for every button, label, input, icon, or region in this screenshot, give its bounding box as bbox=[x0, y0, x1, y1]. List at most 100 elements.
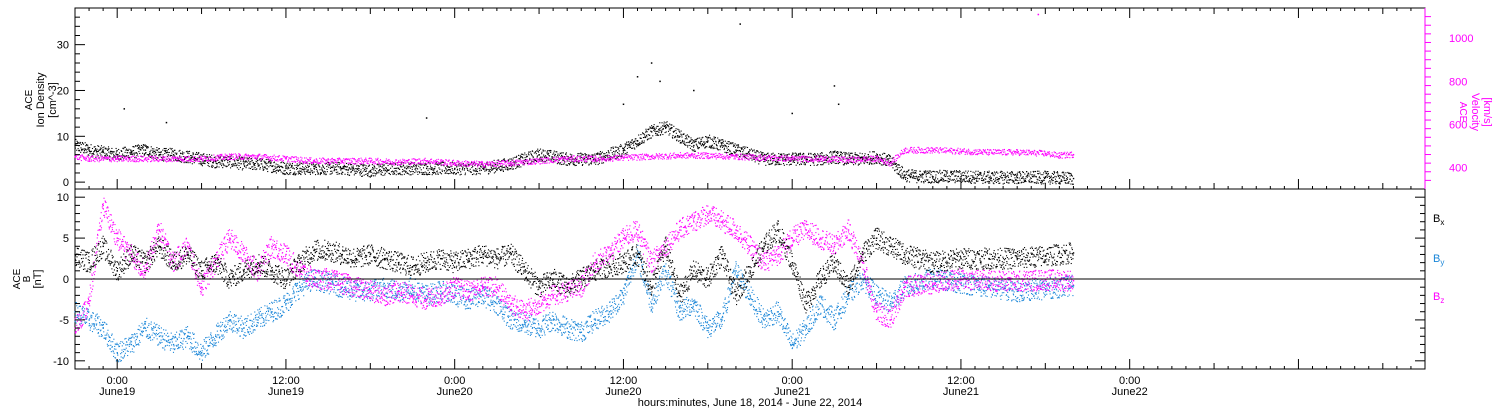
velocity-point bbox=[361, 159, 363, 161]
velocity-point bbox=[183, 159, 185, 162]
density-point bbox=[425, 164, 427, 166]
density-point bbox=[85, 149, 87, 151]
velocity-point bbox=[408, 159, 410, 161]
velocity-point bbox=[108, 157, 110, 159]
density-point bbox=[617, 148, 619, 150]
velocity-point bbox=[368, 163, 370, 165]
density-point bbox=[911, 172, 913, 174]
density-point bbox=[171, 147, 173, 150]
density-point bbox=[553, 152, 555, 154]
density-point bbox=[706, 138, 708, 140]
velocity-point bbox=[80, 159, 82, 162]
density-point bbox=[147, 146, 149, 148]
density-point bbox=[436, 163, 438, 165]
velocity-point bbox=[339, 162, 341, 164]
density-point bbox=[658, 128, 660, 130]
density-point bbox=[135, 145, 137, 147]
density-point bbox=[748, 151, 750, 153]
density-point bbox=[905, 178, 907, 180]
velocity-point bbox=[607, 158, 609, 160]
density-point bbox=[580, 157, 582, 159]
velocity-point bbox=[98, 157, 100, 160]
density-point bbox=[846, 157, 848, 159]
density-point bbox=[138, 147, 140, 149]
density-point bbox=[167, 151, 169, 154]
density-point bbox=[1070, 173, 1072, 175]
density-point bbox=[858, 155, 860, 157]
density-point bbox=[472, 169, 474, 171]
density-point bbox=[433, 171, 436, 173]
density-point bbox=[595, 161, 597, 163]
density-point bbox=[305, 162, 307, 164]
density-point bbox=[1011, 171, 1013, 173]
density-point bbox=[299, 162, 301, 164]
velocity-point bbox=[564, 156, 566, 158]
density-point bbox=[792, 161, 794, 163]
velocity-point bbox=[122, 160, 124, 162]
velocity-point bbox=[154, 160, 156, 162]
density-point bbox=[341, 172, 343, 174]
velocity-point bbox=[601, 159, 603, 161]
density-point bbox=[913, 177, 915, 179]
density-point bbox=[220, 163, 222, 165]
density-point bbox=[367, 175, 369, 177]
velocity-point bbox=[291, 160, 293, 163]
density-point bbox=[532, 156, 534, 158]
density-point bbox=[569, 163, 571, 165]
density-point bbox=[927, 182, 929, 184]
density-point bbox=[479, 173, 481, 175]
velocity-point bbox=[503, 163, 505, 165]
velocity-point bbox=[144, 159, 146, 161]
velocity-point bbox=[374, 161, 376, 163]
density-point bbox=[445, 168, 447, 170]
density-point bbox=[273, 170, 275, 172]
velocity-point bbox=[77, 154, 79, 156]
density-point bbox=[538, 154, 540, 156]
density-point bbox=[815, 155, 817, 157]
density-point bbox=[189, 158, 191, 160]
density-point bbox=[199, 155, 201, 157]
density-point bbox=[1059, 174, 1061, 176]
density-point bbox=[733, 151, 735, 153]
density-point bbox=[565, 152, 567, 154]
density-point bbox=[953, 171, 955, 173]
density-point bbox=[313, 171, 315, 173]
velocity-point bbox=[249, 155, 251, 157]
density-point bbox=[838, 161, 840, 164]
density-point bbox=[518, 164, 520, 166]
velocity-point bbox=[875, 158, 878, 160]
velocity-point bbox=[336, 162, 338, 164]
density-point bbox=[579, 153, 581, 155]
density-point bbox=[620, 145, 623, 147]
density-point bbox=[919, 173, 921, 175]
density-point bbox=[592, 156, 594, 159]
velocity-point bbox=[453, 161, 455, 163]
density-point bbox=[966, 176, 968, 178]
density-point bbox=[901, 172, 903, 174]
velocity-point bbox=[196, 158, 198, 160]
density-point bbox=[724, 140, 726, 142]
density-point bbox=[308, 165, 310, 168]
density-point bbox=[951, 170, 953, 173]
velocity-point bbox=[295, 161, 297, 163]
density-point bbox=[458, 164, 460, 166]
density-point bbox=[845, 152, 847, 154]
density-point bbox=[423, 173, 425, 175]
velocity-point bbox=[586, 160, 588, 162]
density-point bbox=[186, 150, 188, 152]
density-point bbox=[302, 169, 304, 171]
density-point bbox=[285, 166, 287, 168]
density-point bbox=[527, 153, 529, 155]
density-point bbox=[412, 166, 414, 168]
velocity-point bbox=[267, 156, 269, 158]
density-point bbox=[430, 165, 432, 167]
density-point bbox=[846, 153, 848, 155]
velocity-point bbox=[309, 160, 311, 163]
density-point bbox=[568, 164, 571, 166]
velocity-point bbox=[455, 163, 457, 165]
velocity-point bbox=[569, 156, 571, 159]
density-point bbox=[323, 171, 325, 174]
density-point bbox=[465, 165, 467, 167]
density-point bbox=[620, 144, 622, 146]
density-point bbox=[951, 173, 953, 175]
